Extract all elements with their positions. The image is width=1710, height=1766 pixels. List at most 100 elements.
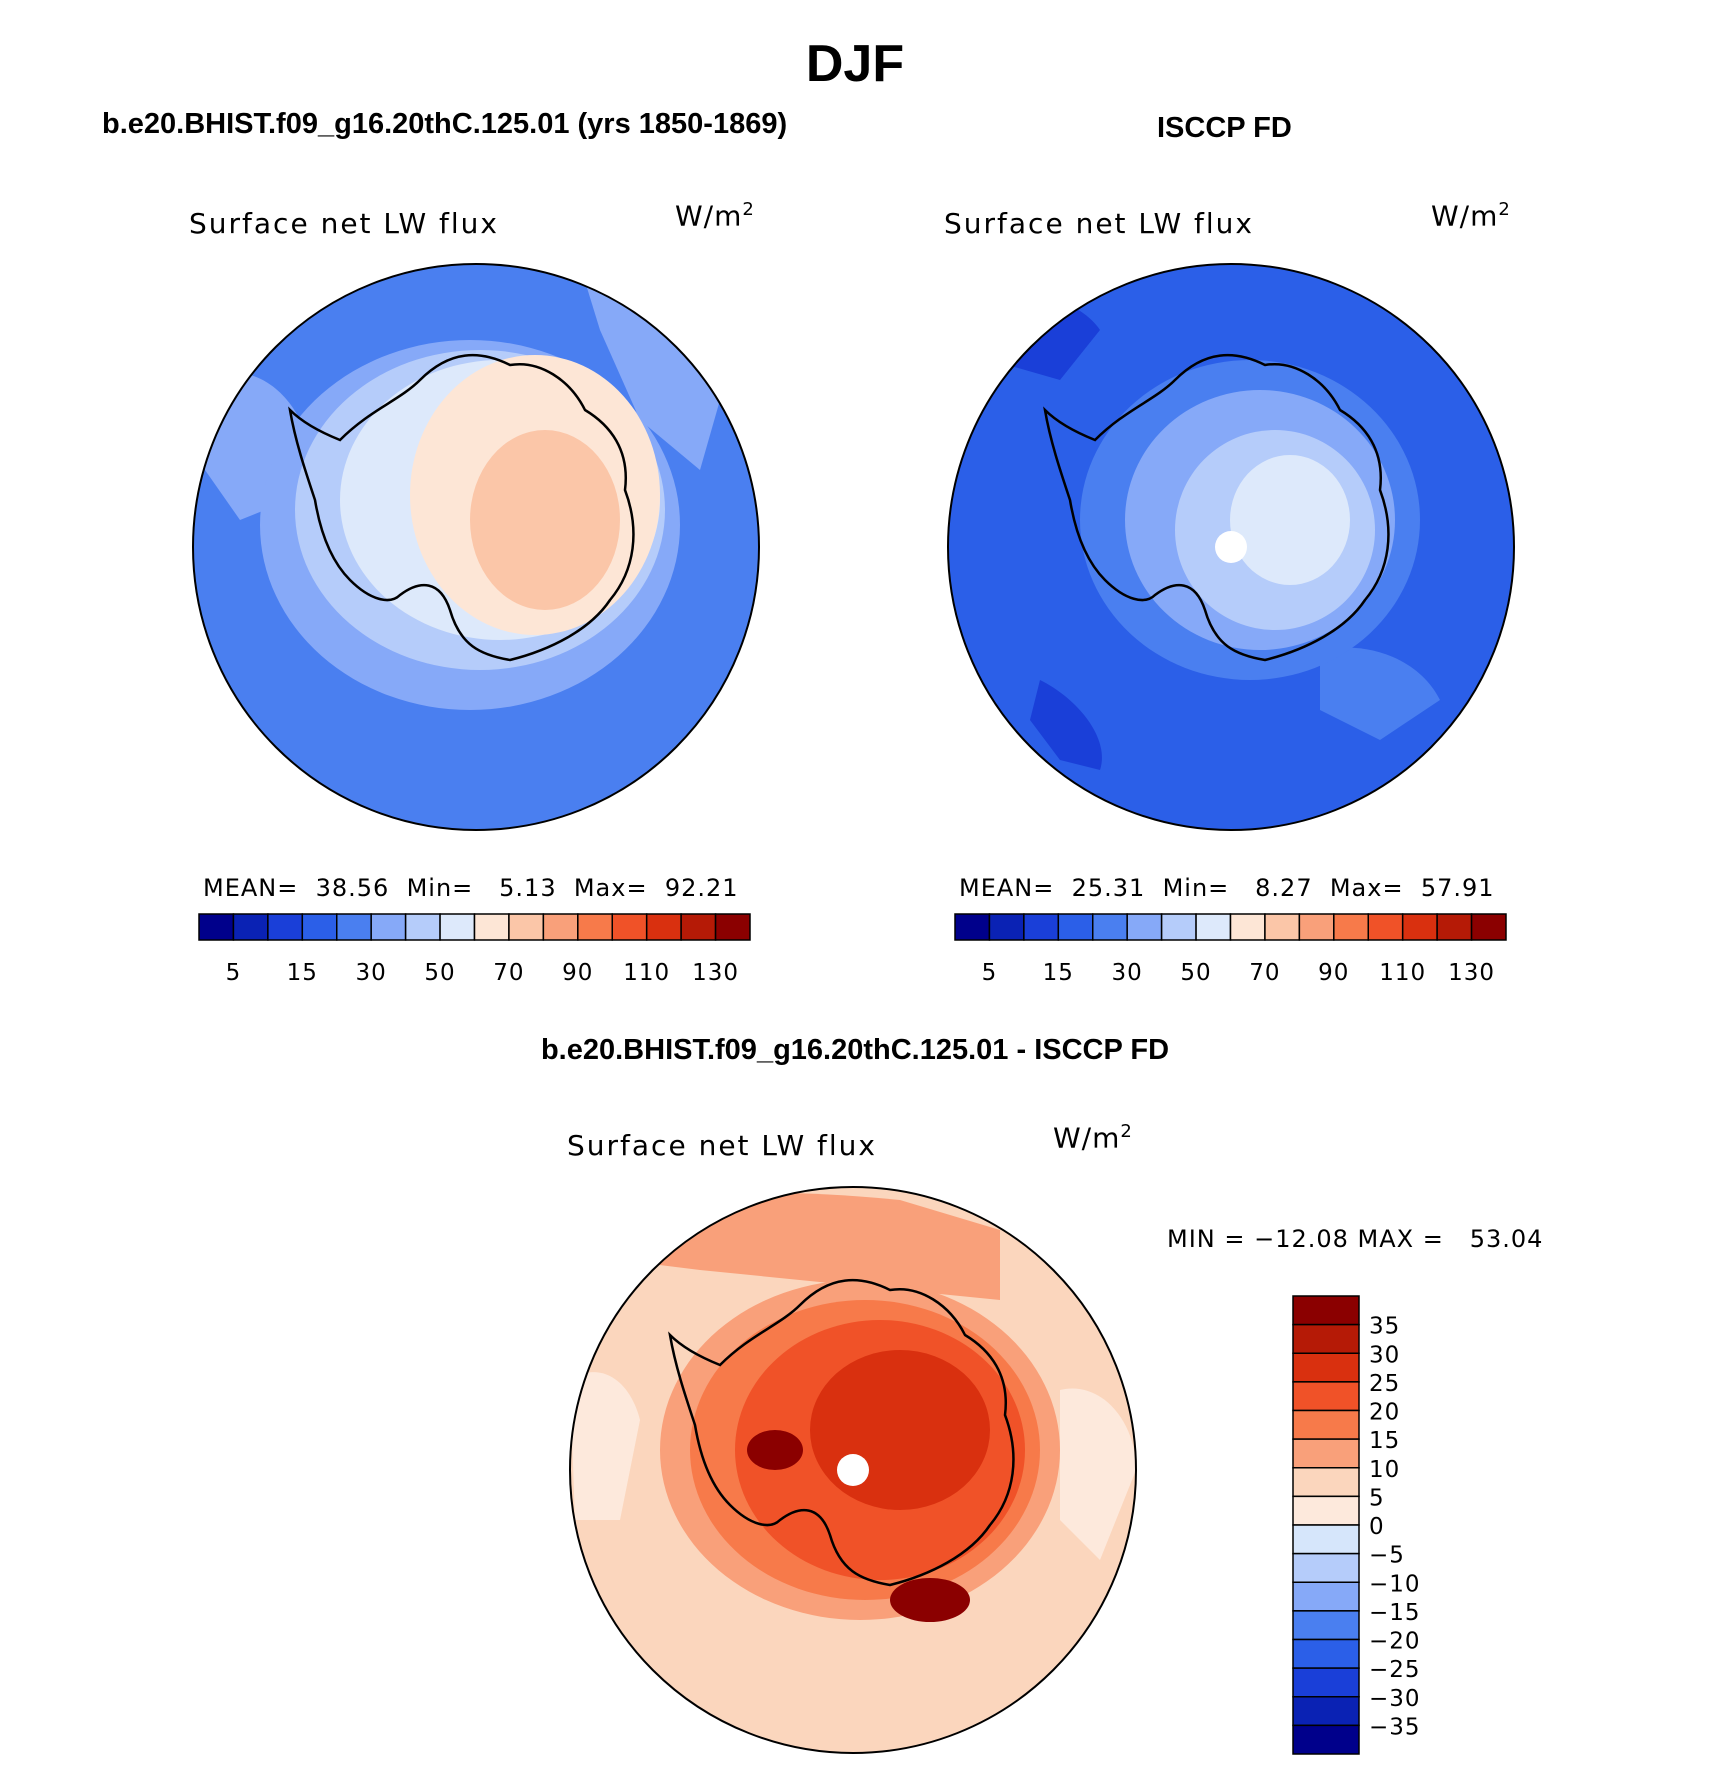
colorbar-tick-label: −5: [1369, 1543, 1405, 1569]
colorbar-swatch: [1126, 913, 1163, 941]
colorbar-swatch: [1264, 913, 1301, 941]
colorbar-swatch: [542, 913, 579, 941]
model-panel-header: b.e20.BHIST.f09_g16.20thC.125.01 (yrs 18…: [102, 108, 788, 140]
colorbar-swatch: [1367, 913, 1404, 941]
colorbar-swatch: [404, 913, 441, 941]
colorbar-tick-label: 10: [1369, 1457, 1400, 1483]
colorbar-swatch: [1401, 913, 1438, 941]
colorbar-tick-label: 30: [1369, 1342, 1400, 1368]
colorbar-swatch: [1057, 913, 1094, 941]
colorbar-tick-label: 15: [1043, 960, 1074, 986]
colorbar-swatch: [1292, 1638, 1360, 1669]
model-map: [192, 263, 760, 831]
colorbar-swatch: [954, 913, 991, 941]
colorbar-swatch: [611, 913, 648, 941]
colorbar-swatch: [1292, 1552, 1360, 1583]
colorbar-swatch: [680, 913, 717, 941]
obs-map: [947, 263, 1515, 831]
max-patch: [747, 1430, 803, 1470]
colorbar-swatch: [232, 913, 269, 941]
interior-core: [810, 1350, 990, 1510]
max-patch: [890, 1578, 970, 1622]
model-stats: MEAN= 38.56 Min= 5.13 Max= 92.21: [203, 874, 739, 902]
diff-panel-header: b.e20.BHIST.f09_g16.20thC.125.01 - ISCCP…: [540, 1034, 1170, 1066]
colorbar-swatch: [336, 913, 372, 941]
obs-variable-label: Surface net LW flux: [944, 207, 1254, 240]
colorbar-tick-label: 50: [424, 960, 455, 986]
ocean-patch: [570, 1372, 640, 1520]
obs-colorbar: 5 15 30 50 70 90 110 130: [954, 913, 1507, 986]
ocean-patch: [1060, 1388, 1136, 1560]
pole-hole: [837, 1454, 869, 1486]
map-border: [569, 1186, 1137, 1754]
colorbar-swatch: [1292, 1295, 1360, 1326]
colorbar-swatch: [1292, 1409, 1360, 1440]
colorbar-swatch: [267, 913, 304, 941]
colorbar-tick-label: 50: [1180, 960, 1211, 986]
colorbar-swatch: [714, 913, 751, 941]
ocean-patch: [1320, 647, 1440, 740]
obs-panel-header: ISCCP FD: [1157, 112, 1292, 144]
colorbar-swatch: [1470, 913, 1507, 941]
colorbar-tick-label: 30: [1112, 960, 1143, 986]
colorbar-tick-label: 130: [1448, 960, 1495, 986]
colorbar-swatch: [1160, 913, 1197, 941]
model-colorbar: 5 15 30 50 70 90 110 130: [198, 913, 751, 986]
colorbar-tick-label: −35: [1369, 1714, 1421, 1740]
colorbar-swatch: [1292, 1724, 1360, 1755]
colorbar-tick-label: −20: [1369, 1629, 1421, 1655]
colorbar-swatch: [645, 913, 682, 941]
colorbar-swatch: [1195, 913, 1232, 941]
colorbar-swatch: [1298, 913, 1335, 941]
colorbar-swatch: [1292, 1438, 1360, 1469]
colorbar-swatch: [1333, 913, 1369, 941]
colorbar-swatch: [301, 913, 338, 941]
colorbar-swatch: [1292, 1352, 1360, 1383]
colorbar-swatch: [198, 913, 235, 941]
ocean-patch: [580, 265, 720, 470]
colorbar-tick-label: 5: [226, 960, 242, 986]
diff-stats: MIN = −12.08 MAX = 53.04: [1167, 1225, 1544, 1253]
colorbar-tick-label: −30: [1369, 1686, 1421, 1712]
colorbar-tick-label: 25: [1369, 1371, 1400, 1397]
colorbar-tick-label: 70: [493, 960, 524, 986]
colorbar-tick-label: 35: [1369, 1314, 1400, 1340]
colorbar-swatch: [1292, 1495, 1360, 1526]
map-border: [192, 263, 760, 831]
colorbar-swatch: [1092, 913, 1128, 941]
colorbar-tick-label: 110: [623, 960, 670, 986]
diff-units-label: W/m2: [1053, 1121, 1133, 1155]
colorbar-swatch: [1292, 1467, 1360, 1498]
colorbar-tick-label: −10: [1369, 1571, 1421, 1597]
ocean-patch: [1030, 680, 1102, 770]
obs-stats: MEAN= 25.31 Min= 8.27 Max= 57.91: [959, 874, 1495, 902]
colorbar-swatch: [988, 913, 1025, 941]
diff-map: [569, 1186, 1137, 1754]
colorbar-tick-label: 110: [1379, 960, 1426, 986]
colorbar-swatch: [1292, 1381, 1360, 1412]
colorbar-swatch: [1292, 1524, 1360, 1555]
colorbar-tick-label: 5: [1369, 1485, 1385, 1511]
interior-core: [470, 430, 620, 610]
colorbar-swatch: [1292, 1610, 1360, 1641]
map-border: [947, 263, 1515, 831]
colorbar-tick-label: 90: [562, 960, 593, 986]
colorbar-tick-label: 90: [1318, 960, 1349, 986]
colorbar-swatch: [1229, 913, 1266, 941]
colorbar-tick-label: 15: [287, 960, 318, 986]
colorbar-swatch: [1292, 1667, 1360, 1698]
colorbar-tick-label: 70: [1249, 960, 1280, 986]
colorbar-tick-label: 30: [356, 960, 387, 986]
colorbar-tick-label: −25: [1369, 1657, 1421, 1683]
colorbar-swatch: [439, 913, 476, 941]
colorbar-swatch: [577, 913, 613, 941]
colorbar-tick-label: −15: [1369, 1600, 1421, 1626]
colorbar-tick-label: 5: [982, 960, 998, 986]
model-variable-label: Surface net LW flux: [189, 207, 499, 240]
obs-units-label: W/m2: [1431, 199, 1511, 233]
figure-title: DJF: [805, 35, 905, 93]
colorbar-swatch: [508, 913, 545, 941]
pole-hole: [1215, 531, 1247, 563]
